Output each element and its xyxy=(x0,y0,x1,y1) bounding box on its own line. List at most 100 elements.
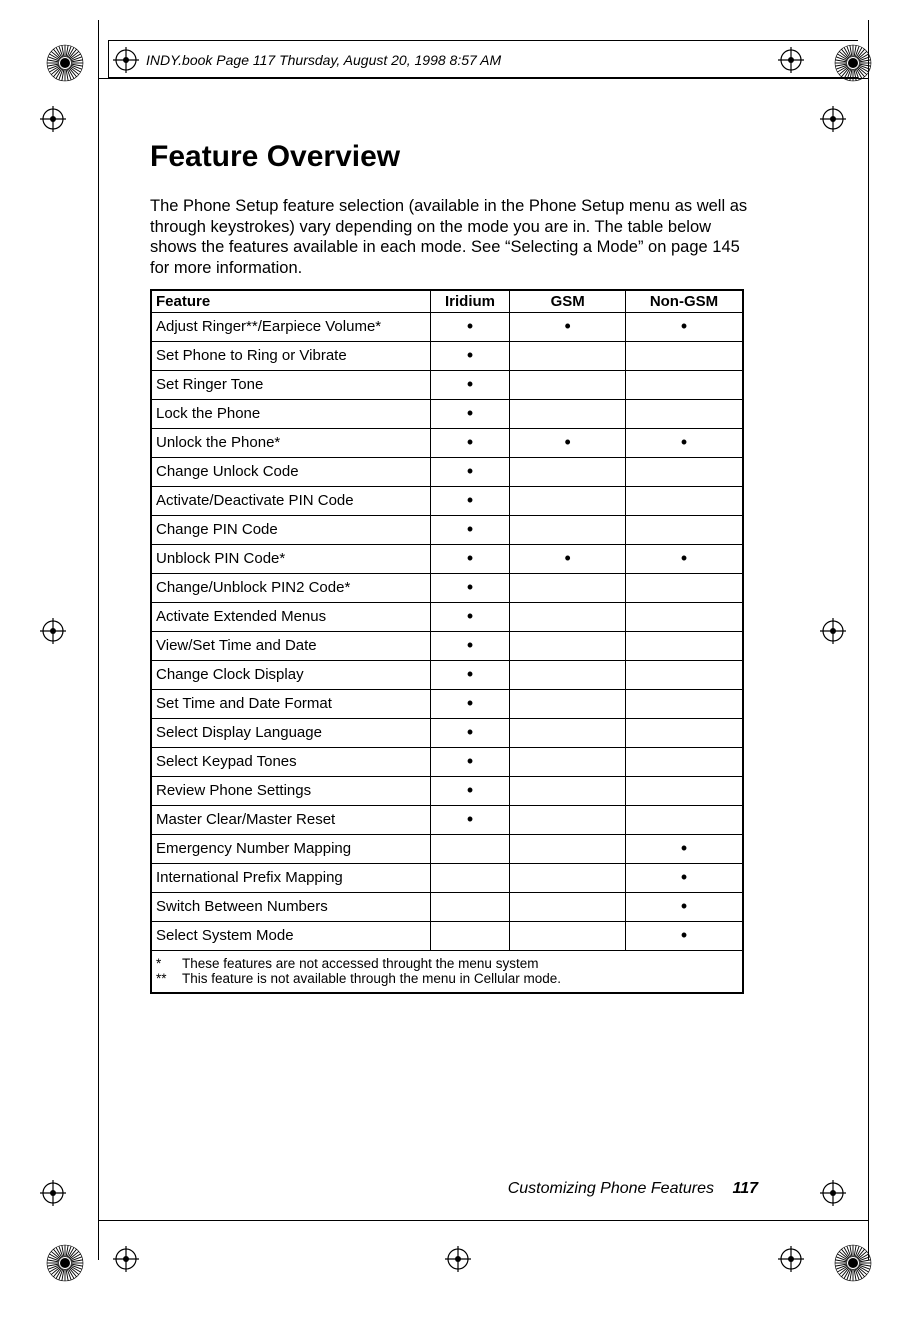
mark-cell-iridium: • xyxy=(430,341,510,370)
crop-line xyxy=(868,20,869,1260)
mark-cell-gsm xyxy=(510,515,626,544)
feature-cell: Switch Between Numbers xyxy=(151,892,430,921)
table-row: Unblock PIN Code* • • • xyxy=(151,544,743,573)
bullet-icon: • xyxy=(467,722,473,742)
mark-cell-gsm xyxy=(510,660,626,689)
table-row: Master Clear/Master Reset • xyxy=(151,805,743,834)
registration-mark-icon xyxy=(40,1180,66,1206)
mark-cell-gsm xyxy=(510,747,626,776)
feature-cell: View/Set Time and Date xyxy=(151,631,430,660)
feature-cell: Set Ringer Tone xyxy=(151,370,430,399)
feature-cell: Lock the Phone xyxy=(151,399,430,428)
bullet-icon: • xyxy=(467,490,473,510)
crop-line xyxy=(98,20,99,1260)
mark-cell-nongsm: • xyxy=(625,921,743,950)
crop-line xyxy=(98,1220,868,1221)
mark-cell-gsm xyxy=(510,370,626,399)
mark-cell-iridium: • xyxy=(430,747,510,776)
mark-cell-nongsm xyxy=(625,660,743,689)
mark-cell-nongsm: • xyxy=(625,544,743,573)
mark-cell-nongsm xyxy=(625,486,743,515)
mark-cell-gsm xyxy=(510,486,626,515)
col-feature: Feature xyxy=(151,290,430,313)
feature-cell: Set Phone to Ring or Vibrate xyxy=(151,341,430,370)
bullet-icon: • xyxy=(467,751,473,771)
feature-cell: Adjust Ringer**/Earpiece Volume* xyxy=(151,312,430,341)
bullet-icon: • xyxy=(467,432,473,452)
mark-cell-nongsm xyxy=(625,776,743,805)
table-row: Activate Extended Menus• xyxy=(151,602,743,631)
footnote-text: These features are not accessed throught… xyxy=(182,956,538,971)
bullet-icon: • xyxy=(467,345,473,365)
footer-page-number: 117 xyxy=(718,1180,758,1197)
registration-mark-icon xyxy=(40,618,66,644)
feature-cell: Review Phone Settings xyxy=(151,776,430,805)
footnote-mark: * xyxy=(156,956,182,971)
bullet-icon: • xyxy=(467,635,473,655)
mark-cell-iridium xyxy=(430,921,510,950)
table-row: View/Set Time and Date • xyxy=(151,631,743,660)
registration-mark-icon xyxy=(113,47,139,73)
bullet-icon: • xyxy=(467,461,473,481)
registration-mark-icon xyxy=(820,1180,846,1206)
table-row: Activate/Deactivate PIN Code• xyxy=(151,486,743,515)
feature-cell: Change PIN Code xyxy=(151,515,430,544)
footnote-mark: ** xyxy=(156,971,182,986)
mark-cell-gsm xyxy=(510,689,626,718)
table-row: Change Clock Display• xyxy=(151,660,743,689)
mark-cell-gsm xyxy=(510,573,626,602)
crop-line xyxy=(98,78,868,79)
mark-cell-iridium: • xyxy=(430,312,510,341)
table-row: Adjust Ringer**/Earpiece Volume*••• xyxy=(151,312,743,341)
table-row: Set Ringer Tone • xyxy=(151,370,743,399)
mark-cell-nongsm xyxy=(625,602,743,631)
table-row: Select Display Language• xyxy=(151,718,743,747)
mark-cell-iridium xyxy=(430,863,510,892)
footnote-text: This feature is not available through th… xyxy=(182,971,561,986)
bullet-icon: • xyxy=(681,316,687,336)
corner-rosette-icon xyxy=(834,1244,872,1282)
mark-cell-nongsm xyxy=(625,457,743,486)
corner-rosette-icon xyxy=(46,44,84,82)
table-row: Change Unlock Code• xyxy=(151,457,743,486)
registration-mark-icon xyxy=(445,1246,471,1272)
mark-cell-iridium: • xyxy=(430,805,510,834)
mark-cell-gsm xyxy=(510,602,626,631)
bullet-icon: • xyxy=(467,374,473,394)
mark-cell-iridium: • xyxy=(430,544,510,573)
bullet-icon: • xyxy=(565,548,571,568)
mark-cell-nongsm xyxy=(625,573,743,602)
col-iridium: Iridium xyxy=(430,290,510,313)
table-row: Emergency Number Mapping• xyxy=(151,834,743,863)
mark-cell-iridium: • xyxy=(430,660,510,689)
mark-cell-gsm xyxy=(510,457,626,486)
mark-cell-iridium: • xyxy=(430,573,510,602)
mark-cell-nongsm xyxy=(625,631,743,660)
table-row: Select Keypad Tones • xyxy=(151,747,743,776)
mark-cell-iridium: • xyxy=(430,486,510,515)
mark-cell-gsm xyxy=(510,776,626,805)
table-header-row: Feature Iridium GSM Non-GSM xyxy=(151,290,743,313)
bullet-icon: • xyxy=(467,403,473,423)
bullet-icon: • xyxy=(467,548,473,568)
footer-section: Customizing Phone Features xyxy=(508,1180,714,1197)
corner-rosette-icon xyxy=(834,44,872,82)
bullet-icon: • xyxy=(467,809,473,829)
mark-cell-gsm xyxy=(510,631,626,660)
registration-mark-icon xyxy=(820,106,846,132)
feature-cell: Unlock the Phone* xyxy=(151,428,430,457)
mark-cell-iridium: • xyxy=(430,370,510,399)
feature-cell: Unblock PIN Code* xyxy=(151,544,430,573)
registration-mark-icon xyxy=(113,1246,139,1272)
bullet-icon: • xyxy=(681,867,687,887)
bullet-icon: • xyxy=(467,606,473,626)
mark-cell-iridium: • xyxy=(430,776,510,805)
feature-cell: Master Clear/Master Reset xyxy=(151,805,430,834)
mark-cell-nongsm xyxy=(625,689,743,718)
feature-cell: Select Keypad Tones xyxy=(151,747,430,776)
mark-cell-iridium xyxy=(430,892,510,921)
bullet-icon: • xyxy=(565,432,571,452)
page-content: Feature Overview The Phone Setup feature… xyxy=(150,140,758,994)
mark-cell-nongsm: • xyxy=(625,312,743,341)
mark-cell-nongsm xyxy=(625,718,743,747)
